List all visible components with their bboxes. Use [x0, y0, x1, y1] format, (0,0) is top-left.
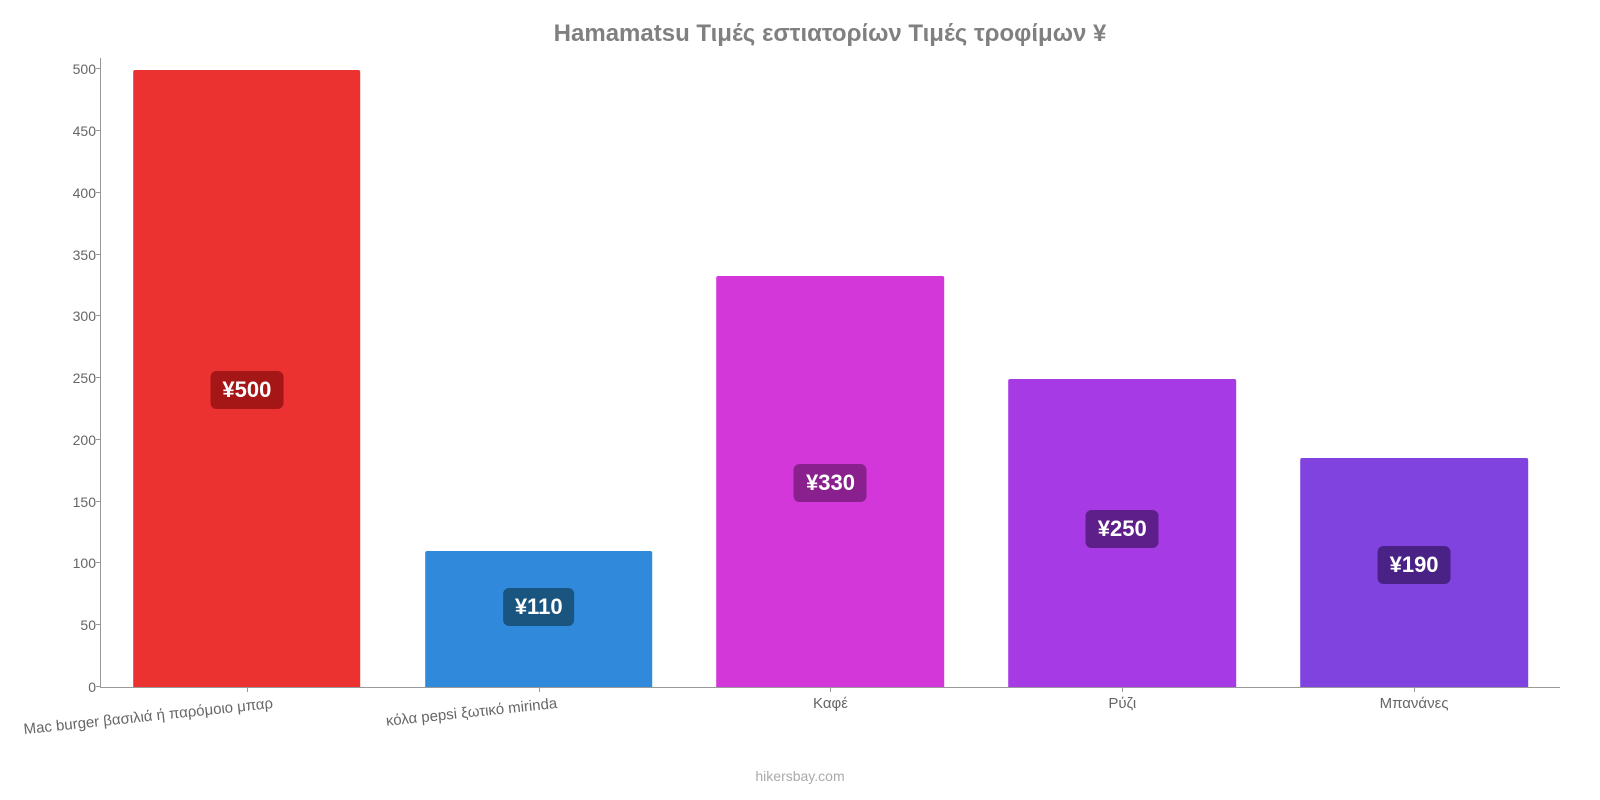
bar-value-label: ¥500 [210, 371, 283, 409]
y-tick-label: 450 [51, 123, 96, 139]
chart-title: Hamamatsu Τιμές εστιατορίων Τιμές τροφίμ… [100, 20, 1560, 48]
bar-slot: ¥330Καφέ [685, 58, 977, 687]
y-tick-mark [96, 501, 101, 502]
x-tick-mark [539, 687, 540, 692]
bar-slot: ¥250Ρύζι [976, 58, 1268, 687]
bars-group: ¥500Mac burger βασιλιά ή παρόμοιο μπαρ¥1… [101, 58, 1560, 687]
y-tick-label: 350 [51, 247, 96, 263]
bar-slot: ¥500Mac burger βασιλιά ή παρόμοιο μπαρ [101, 58, 393, 687]
y-tick-mark [96, 686, 101, 687]
bar-value-label: ¥250 [1086, 510, 1159, 548]
y-tick-label: 500 [51, 61, 96, 77]
x-axis-label: Μπανάνες [1380, 695, 1449, 712]
attribution-text: hikersbay.com [755, 768, 844, 784]
y-tick-mark [96, 624, 101, 625]
y-tick-label: 250 [51, 370, 96, 386]
bar-value-label: ¥330 [794, 464, 867, 502]
y-tick-label: 150 [51, 494, 96, 510]
x-tick-mark [830, 687, 831, 692]
bar-slot: ¥110κόλα pepsi ξωτικό mirinda [393, 58, 685, 687]
x-axis-label: κόλα pepsi ξωτικό mirinda [385, 695, 558, 730]
y-tick-label: 300 [51, 308, 96, 324]
y-tick-label: 400 [51, 185, 96, 201]
chart-container: Hamamatsu Τιμές εστιατορίων Τιμές τροφίμ… [0, 0, 1600, 800]
x-tick-mark [1122, 687, 1123, 692]
x-axis-label: Mac burger βασιλιά ή παρόμοιο μπαρ [23, 695, 274, 738]
bar-value-label: ¥190 [1378, 546, 1451, 584]
y-tick-mark [96, 192, 101, 193]
plot-area: ¥500Mac burger βασιλιά ή παρόμοιο μπαρ¥1… [100, 58, 1560, 688]
bar-slot: ¥190Μπανάνες [1268, 58, 1560, 687]
y-tick-mark [96, 68, 101, 69]
x-axis-label: Ρύζι [1108, 695, 1136, 712]
x-tick-mark [247, 687, 248, 692]
y-tick-mark [96, 562, 101, 563]
x-tick-mark [1414, 687, 1415, 692]
y-tick-mark [96, 377, 101, 378]
y-tick-mark [96, 315, 101, 316]
y-tick-label: 0 [51, 679, 96, 695]
y-tick-mark [96, 439, 101, 440]
x-axis-label: Καφέ [813, 695, 848, 712]
bar-value-label: ¥110 [503, 588, 575, 626]
y-tick-label: 100 [51, 555, 96, 571]
y-tick-mark [96, 130, 101, 131]
y-tick-label: 50 [51, 617, 96, 633]
y-tick-mark [96, 254, 101, 255]
y-tick-label: 200 [51, 432, 96, 448]
